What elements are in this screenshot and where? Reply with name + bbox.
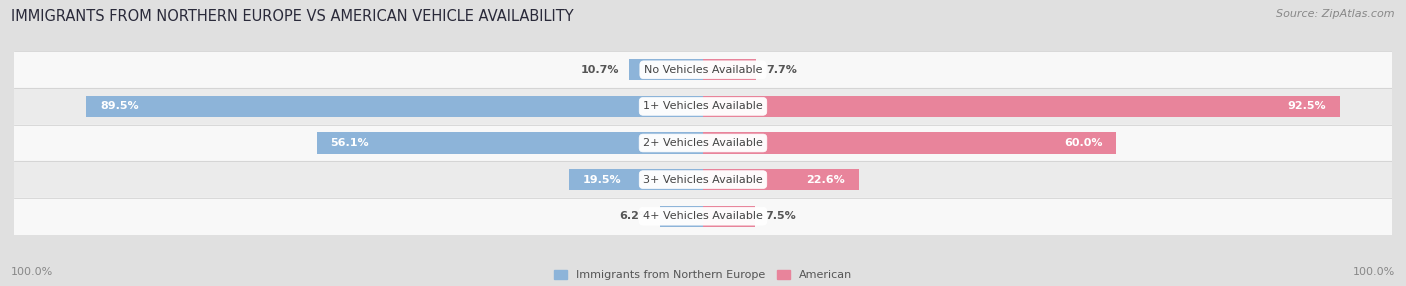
Text: 2+ Vehicles Available: 2+ Vehicles Available [643,138,763,148]
Text: 89.5%: 89.5% [100,102,139,111]
Text: Source: ZipAtlas.com: Source: ZipAtlas.com [1277,9,1395,19]
Bar [630,59,703,80]
Text: 100.0%: 100.0% [11,267,53,277]
Bar [703,96,1340,117]
Text: 1+ Vehicles Available: 1+ Vehicles Available [643,102,763,111]
Text: 60.0%: 60.0% [1064,138,1102,148]
Bar [661,206,703,227]
Text: 3+ Vehicles Available: 3+ Vehicles Available [643,175,763,184]
Text: 6.2%: 6.2% [619,211,650,221]
Bar [14,51,1392,88]
Bar [14,88,1392,125]
Bar [14,161,1392,198]
Bar [14,198,1392,235]
Text: 4+ Vehicles Available: 4+ Vehicles Available [643,211,763,221]
Text: 19.5%: 19.5% [582,175,621,184]
Bar [703,169,859,190]
Bar [14,125,1392,161]
Text: 10.7%: 10.7% [581,65,619,75]
Bar [568,169,703,190]
Text: 100.0%: 100.0% [1353,267,1395,277]
Bar [316,132,703,154]
Bar [703,59,756,80]
Text: 92.5%: 92.5% [1288,102,1326,111]
Text: 7.7%: 7.7% [766,65,797,75]
Bar [703,132,1116,154]
Bar [703,206,755,227]
Text: No Vehicles Available: No Vehicles Available [644,65,762,75]
Text: 22.6%: 22.6% [806,175,845,184]
Legend: Immigrants from Northern Europe, American: Immigrants from Northern Europe, America… [554,270,852,281]
Bar [86,96,703,117]
Text: 7.5%: 7.5% [765,211,796,221]
Text: IMMIGRANTS FROM NORTHERN EUROPE VS AMERICAN VEHICLE AVAILABILITY: IMMIGRANTS FROM NORTHERN EUROPE VS AMERI… [11,9,574,23]
Text: 56.1%: 56.1% [330,138,368,148]
